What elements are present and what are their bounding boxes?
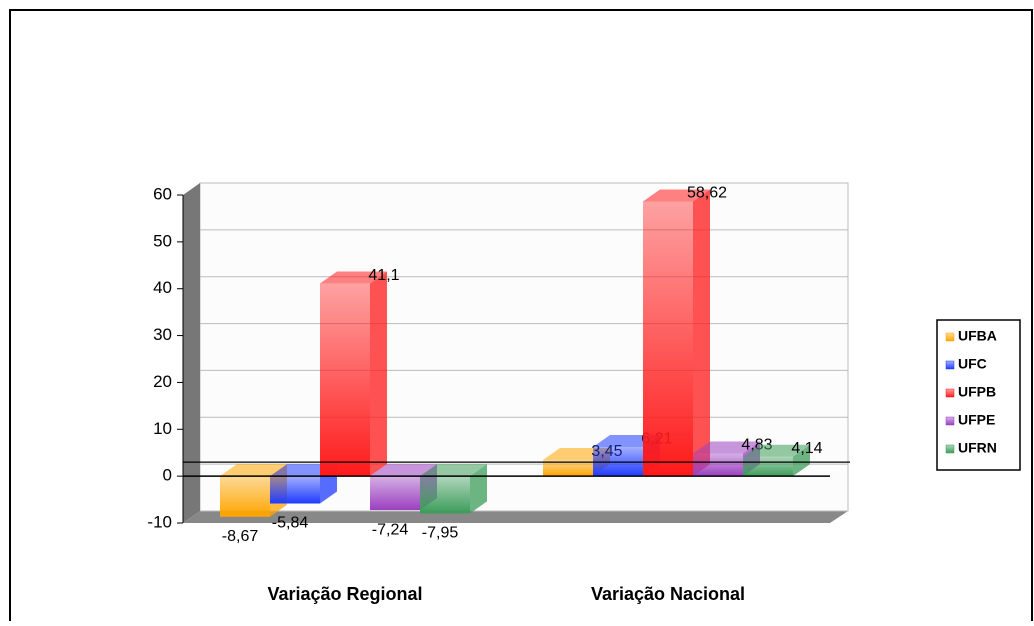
bar-side	[370, 271, 387, 477]
bar	[270, 476, 320, 504]
value-label: -7,24	[372, 521, 409, 538]
floor	[183, 511, 848, 523]
legend-label: UFPE	[958, 412, 995, 428]
bar-top	[643, 189, 710, 202]
bar-side	[793, 444, 810, 477]
bar-top	[220, 464, 287, 477]
bar	[543, 459, 593, 477]
legend-swatch	[945, 332, 955, 342]
value-label: -5,84	[272, 515, 309, 532]
y-tick-label: 60	[153, 184, 172, 203]
bar	[370, 476, 420, 511]
y-tick-label: 10	[153, 419, 172, 438]
value-label: 4,14	[791, 440, 822, 457]
y-tick-label: 50	[153, 231, 172, 250]
bar	[693, 453, 743, 477]
bar-top	[320, 271, 387, 284]
x-tick-label: Variação Regional	[267, 584, 422, 604]
value-label: 58,62	[687, 185, 727, 202]
legend-swatch	[945, 360, 955, 370]
legend-label: UFRN	[958, 440, 997, 456]
bar	[420, 476, 470, 514]
bar	[743, 456, 793, 477]
legend-label: UFBA	[958, 328, 997, 344]
bar	[220, 476, 270, 517]
value-label: -7,95	[422, 525, 459, 542]
bar	[643, 201, 693, 477]
legend-label: UFC	[958, 356, 987, 372]
side-wall	[183, 183, 200, 523]
legend-swatch	[945, 444, 955, 454]
y-tick-label: 20	[153, 372, 172, 391]
bar-side	[693, 189, 710, 477]
y-tick-label: 0	[163, 466, 172, 485]
value-label: 41,1	[368, 267, 399, 284]
bar-top	[693, 441, 760, 454]
legend-swatch	[945, 388, 955, 398]
bar	[320, 283, 370, 477]
bar-top	[743, 444, 810, 457]
y-tick-label: 30	[153, 325, 172, 344]
legend-label: UFPB	[958, 384, 996, 400]
y-tick-label: -10	[147, 512, 172, 531]
legend-swatch	[945, 416, 955, 426]
y-tick-label: 40	[153, 278, 172, 297]
bar-top	[370, 464, 437, 477]
value-label: -8,67	[222, 528, 259, 545]
x-tick-label: Variação Nacional	[591, 584, 745, 604]
bar-top	[420, 464, 487, 477]
